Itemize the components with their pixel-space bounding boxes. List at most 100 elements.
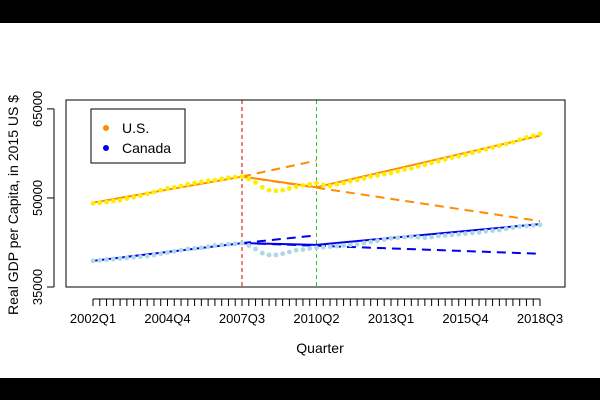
canada-actual-point <box>144 253 150 259</box>
legend-box <box>90 108 186 164</box>
canada-actual-point <box>239 240 245 246</box>
canada-actual-point <box>361 240 367 246</box>
u-s-actual-point <box>341 180 346 186</box>
canada-actual-point <box>280 251 286 257</box>
u-s-actual-point <box>381 171 387 177</box>
canada-actual-point <box>178 247 184 253</box>
canada-actual-point <box>232 241 238 247</box>
canada-actual-point <box>320 244 326 250</box>
canada-actual-point <box>402 234 407 240</box>
canada-actual-point <box>226 241 231 247</box>
u-s-actual-point <box>449 155 455 160</box>
canada-actual-point <box>151 252 157 258</box>
x-tick-label: 2002Q1 <box>70 311 116 326</box>
u-s-actual-point <box>131 194 137 200</box>
canada-actual-point <box>524 223 529 229</box>
u-s-projection-pre-2007-line <box>241 159 317 178</box>
y-axis-title: Real GDP per Capita, in 2015 US $ <box>5 95 21 315</box>
canada-actual-point <box>517 224 523 229</box>
canada-actual-point <box>259 250 265 256</box>
canada-actual-point <box>287 249 292 255</box>
u-s-actual-point <box>314 180 319 186</box>
canada-actual-point <box>537 222 543 228</box>
canada-actual-point <box>429 234 435 240</box>
u-s-actual-point <box>442 156 448 162</box>
canada-actual-point <box>198 245 204 251</box>
legend-label-us: U.S. <box>122 120 149 136</box>
canada-actual-point <box>341 243 346 248</box>
u-s-actual-point <box>246 176 252 182</box>
u-s-actual-point <box>354 177 360 183</box>
u-s-actual-point <box>408 165 414 171</box>
canada-actual-point <box>436 233 441 239</box>
canada-actual-point <box>110 256 116 262</box>
u-s-actual-point <box>171 184 177 190</box>
legend-label-canada: Canada <box>122 140 171 156</box>
u-s-actual-point <box>524 135 529 140</box>
u-s-actual-point <box>158 187 164 193</box>
u-s-actual-point <box>300 183 306 188</box>
canada-actual-point <box>496 227 502 233</box>
canada-actual-point <box>368 239 374 245</box>
canada-actual-point <box>97 257 103 263</box>
u-s-actual-point <box>110 198 116 204</box>
u-s-actual-point <box>334 181 340 187</box>
vertical-lines <box>241 100 317 287</box>
u-s-actual-point <box>510 139 516 145</box>
plot-frame <box>65 99 566 288</box>
u-s-actual-point <box>117 197 123 203</box>
u-s-actual-point <box>361 175 367 181</box>
u-s-actual-point <box>496 143 502 149</box>
u-s-actual-point <box>490 145 495 150</box>
u-s-actual-point <box>476 148 482 154</box>
canada-actual-point <box>395 235 401 241</box>
canada-actual-point <box>219 242 225 248</box>
y-tick-label: 65000 <box>30 91 45 127</box>
u-s-actual-point <box>307 181 313 187</box>
x-tick-label: 2007Q3 <box>219 311 265 326</box>
canada-projection-pre-2007-line <box>241 234 317 245</box>
canada-actual-point <box>158 251 164 257</box>
u-s-actual-point <box>192 180 197 186</box>
canada-actual-point <box>442 232 448 238</box>
canada-actual-point <box>124 255 130 261</box>
canada-actual-point <box>490 228 495 234</box>
canada-actual-point <box>503 226 509 232</box>
u-s-actual-point <box>483 146 489 152</box>
canada-actual-point <box>347 242 353 248</box>
x-tick-label: 2018Q3 <box>517 311 563 326</box>
u-s-actual-point <box>422 162 428 168</box>
canada-actual-point <box>510 225 516 231</box>
canada-actual-point <box>415 234 421 240</box>
u-s-projection-post-crisis-line <box>241 175 541 223</box>
canada-actual-point <box>422 235 428 241</box>
canada-actual-point <box>192 246 197 251</box>
u-s-actual-point <box>104 199 109 205</box>
canada-actual-point <box>476 229 482 235</box>
u-s-actual-point <box>395 168 401 174</box>
canada-actual-point <box>273 252 279 258</box>
u-s-actual-point <box>185 181 191 187</box>
canada-actual-point <box>253 246 258 252</box>
y-tick-label: 50000 <box>30 180 45 216</box>
canada-actual-point <box>334 243 340 249</box>
u-s-actual-point <box>429 160 435 166</box>
canada-actual-point <box>246 243 252 248</box>
u-s-actual-point <box>226 175 231 181</box>
u-s-actual-point <box>239 174 245 179</box>
u-s-actual-point <box>375 172 380 178</box>
x-tick-label: 2010Q2 <box>293 311 339 326</box>
canada-actual-point <box>456 231 462 237</box>
u-s-actual-point <box>402 167 407 172</box>
u-s-actual-point <box>266 187 272 193</box>
u-s-actual-point <box>144 191 150 197</box>
u-s-actual-point <box>320 182 326 188</box>
u-s-actual-point <box>347 178 353 184</box>
canada-actual-point <box>266 252 272 258</box>
canada-actual-point <box>307 246 313 251</box>
u-s-actual-point <box>463 152 468 158</box>
canada-actual-point <box>327 244 333 250</box>
u-s-actual-point <box>456 153 462 159</box>
canada-actual-point <box>449 232 455 238</box>
canada-actual-point <box>469 230 475 236</box>
